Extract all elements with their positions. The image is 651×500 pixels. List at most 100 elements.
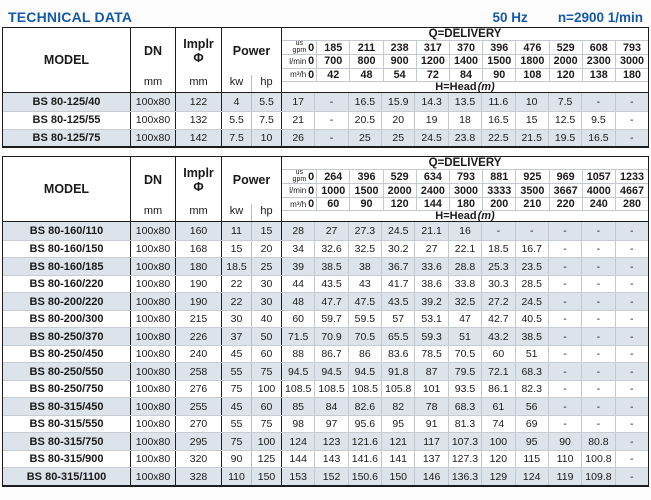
head-value-cell: - [630,470,634,483]
kw-unit: kw [222,75,252,92]
delivery-value: 240 [583,197,616,211]
delivery-value: 210 [516,197,550,211]
dn-cell: 100x80 [131,433,176,450]
head-value-cell: 90 [549,433,583,450]
kw-cell: 55 [222,415,252,433]
lmin-unit-cell: l/min 0 [282,184,318,197]
head-value-cell: - [549,363,583,380]
head-value-cell: 43.5 [382,293,416,310]
delivery-value: 1200 [417,55,450,68]
head-value-cell: 27 [415,240,449,258]
implr-cell: 226 [176,328,222,345]
q-delivery-title: Q=DELIVERY [428,28,502,40]
table-row: BS 80-315/750 100x80 295 75 100 124 123 121.6 12… [3,432,648,450]
model-cell: BS 80-250/550 [3,363,131,380]
dn-cell: 100x80 [131,380,176,398]
dn-cell: 100x80 [131,240,176,258]
head-value-cell: 47.7 [315,293,349,310]
head-value-cell: 25 [349,129,383,147]
model-cell: BS 80-160/110 [3,222,131,240]
head-value-cell: 15.9 [382,93,416,111]
table-row: BS 80-315/450 100x80 255 45 60 85 84 82.6 82 78 68… [3,397,648,415]
head-value-cell: 25 [382,129,416,147]
delivery-value: 4667 [619,184,644,197]
head-value-cell: - [582,380,616,398]
head-value-cell: - [582,275,616,293]
head-value-cell: 16.7 [516,240,549,258]
dn-cell: 100x80 [131,363,176,380]
table-row: BS 80-160/220 100x80 190 22 30 44 43.5 43 41.7 38… [3,274,648,293]
head-value-cell: - [630,330,634,343]
h-head-unit: (m) [477,210,495,223]
head-value-cell: 70.5 [449,345,483,363]
table-header: MODEL DN mm Implr Φ mm Power kw hp Q=DEL… [3,28,648,93]
kw-cell: 30 [222,310,252,328]
head-value-cell: - [549,222,583,240]
head-value-cell: 123 [315,433,349,450]
delivery-value: 54 [384,68,417,81]
head-value-cell: 51 [516,345,549,363]
head-value-cell: 22.1 [449,240,483,258]
head-value-cell: 38.5 [315,258,349,275]
head-value-cell: 120 [482,450,516,468]
head-value-cell: 81.3 [449,415,483,433]
head-value-cell: 117 [415,433,449,450]
h-head-title: H=Head(m) [282,210,648,223]
table-row: BS 80-315/900 100x80 320 90 125 144 143 141.6 14… [3,449,648,468]
head-value-cell: 43.5 [315,275,349,293]
head-value-cell: 7.5 [549,93,583,111]
head-value-cell: 150.6 [349,468,383,485]
hp-cell: 10 [252,129,282,147]
head-value-cell: 82.3 [516,380,549,398]
model-cell: BS 80-315/1100 [3,468,131,485]
head-value-cell: 97 [315,415,349,433]
table-row: BS 80-160/185 100x80 180 18.5 25 39 38.5 38 36.7… [3,257,648,275]
table-body: BS 80-160/110 100x80 160 11 15 28 27 27.3 24.5 21… [3,222,648,485]
dn-cell: 100x80 [131,398,176,415]
head-value-cell: 25.3 [482,258,516,275]
head-value-cell: 108.5 [282,380,316,398]
head-value-cell: 88 [282,345,316,363]
model-cell: BS 80-200/220 [3,293,131,310]
delivery-value: 634 [417,170,450,184]
delivery-value: 1000 [317,184,351,197]
lmin-label: l/min [289,56,307,66]
head-value-cell: - [582,93,616,111]
implr-cell: 295 [176,433,222,450]
implr-cell: 240 [176,345,222,363]
kw-cell: 18.5 [222,258,252,275]
hp-cell: 7.5 [252,111,282,129]
head-value-cell: 38.5 [516,328,549,345]
frequency-label: 50 Hz [492,10,528,25]
head-value-cell: - [582,415,616,433]
head-value-cell: 146 [415,468,449,485]
delivery-value: 90 [350,197,384,211]
head-value-cell: 19.5 [549,129,583,147]
dn-cell: 100x80 [131,310,176,328]
delivery-value: 264 [317,170,351,184]
head-value-cell: 124 [516,468,549,485]
head-value-cell: 95.6 [349,415,383,433]
head-value-cell: 124 [282,433,316,450]
head-value-cell: 68.3 [449,398,483,415]
head-value-cell: 27.3 [349,222,383,240]
head-value-cell: 42.7 [482,310,516,328]
head-value-cell: 47.5 [349,293,383,310]
kw-cell: 90 [222,450,252,468]
model-cell: BS 80-250/750 [3,380,131,398]
hp-cell: 20 [252,240,282,258]
implr-cell: 258 [176,363,222,380]
head-value-cell: 98 [282,415,316,433]
head-value-cell: - [549,398,583,415]
model-cell: BS 80-125/40 [3,93,131,111]
delivery-value: 280 [622,198,641,211]
dn-cell: 100x80 [131,258,176,275]
head-value-cell: 44 [282,275,316,293]
hp-unit: hp [260,76,273,88]
implr-cell: 122 [176,93,222,111]
head-value-cell: 91.8 [382,363,416,380]
hp-cell: 100 [252,433,282,450]
spec-header: 50 Hz n=2900 1/min [493,10,643,25]
head-value-cell: 28.5 [516,275,549,293]
table-row: BS 80-250/370 100x80 226 37 50 71.5 70.9 70.5 65… [3,327,648,345]
